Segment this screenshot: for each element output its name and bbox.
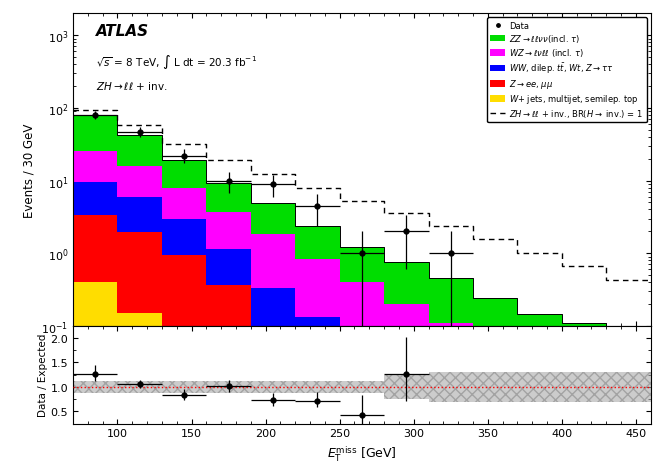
Bar — [251, 381, 295, 393]
Y-axis label: Events / 30 GeV: Events / 30 GeV — [23, 123, 36, 218]
Bar — [295, 363, 340, 471]
Bar — [73, 116, 118, 152]
Bar — [73, 183, 118, 215]
Bar — [517, 384, 562, 465]
Bar — [162, 161, 207, 188]
Bar — [251, 288, 295, 332]
Bar — [562, 324, 606, 404]
Bar — [295, 471, 340, 476]
Bar — [384, 305, 428, 380]
Bar — [251, 436, 295, 476]
Bar — [428, 406, 473, 470]
Bar — [207, 249, 251, 286]
Bar — [162, 220, 207, 256]
Bar — [473, 298, 517, 352]
Bar — [340, 248, 384, 283]
Bar — [517, 465, 562, 476]
Bar — [517, 314, 562, 384]
Text: $\sqrt{s}$ = 8 TeV, $\int$ L dt = 20.3 fb$^{-1}$: $\sqrt{s}$ = 8 TeV, $\int$ L dt = 20.3 f… — [96, 53, 257, 71]
Bar — [606, 332, 651, 426]
Bar — [473, 373, 517, 402]
Bar — [162, 188, 207, 220]
Bar — [562, 373, 606, 402]
Bar — [428, 278, 473, 324]
Bar — [162, 355, 207, 476]
Bar — [118, 313, 162, 476]
Bar — [428, 324, 473, 406]
Bar — [340, 283, 384, 349]
Bar — [340, 404, 384, 476]
Bar — [428, 470, 473, 476]
Y-axis label: Data / Expected: Data / Expected — [38, 333, 48, 416]
Bar — [295, 259, 340, 317]
Bar — [207, 184, 251, 213]
Text: $ZH \rightarrow \ell\ell$ + inv.: $ZH \rightarrow \ell\ell$ + inv. — [96, 80, 168, 92]
Bar — [251, 204, 295, 235]
Bar — [295, 227, 340, 259]
Bar — [162, 381, 207, 393]
Bar — [295, 381, 340, 393]
Bar — [428, 373, 473, 402]
Text: ATLAS: ATLAS — [96, 24, 149, 39]
Bar — [73, 215, 118, 283]
Bar — [73, 152, 118, 183]
Bar — [606, 373, 651, 402]
Bar — [340, 381, 384, 393]
Bar — [473, 433, 517, 476]
Bar — [384, 263, 428, 305]
Bar — [73, 283, 118, 476]
Bar — [295, 317, 340, 363]
Bar — [562, 404, 606, 476]
Bar — [162, 256, 207, 355]
Legend: Data, $ZZ \rightarrow \ell\ell\nu\nu$(incl. $\tau$), $WZ \rightarrow \ell\nu\ell: Data, $ZZ \rightarrow \ell\ell\nu\nu$(in… — [487, 19, 647, 123]
Bar — [517, 373, 562, 402]
Bar — [118, 135, 162, 167]
Bar — [384, 380, 428, 436]
Bar — [73, 381, 118, 393]
Bar — [207, 213, 251, 249]
Bar — [207, 381, 251, 393]
Bar — [118, 233, 162, 313]
Bar — [384, 375, 428, 399]
Bar — [207, 399, 251, 476]
Bar — [118, 167, 162, 198]
Bar — [384, 436, 428, 476]
Bar — [606, 426, 651, 476]
Bar — [207, 286, 251, 399]
Bar — [251, 235, 295, 288]
X-axis label: $E_{\mathrm{T}}^{\mathrm{miss}}$ [GeV]: $E_{\mathrm{T}}^{\mathrm{miss}}$ [GeV] — [327, 444, 397, 463]
Bar — [340, 349, 384, 404]
Bar — [118, 198, 162, 233]
Bar — [118, 381, 162, 393]
Bar — [473, 352, 517, 433]
Bar — [251, 332, 295, 436]
